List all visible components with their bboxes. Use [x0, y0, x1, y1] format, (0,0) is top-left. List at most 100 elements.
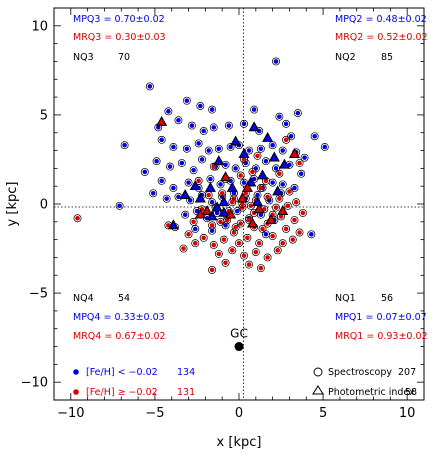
spectroscopy-point — [280, 148, 286, 153]
legend-photometric-label: Photometric index — [328, 387, 415, 398]
spectroscopy-point — [75, 215, 80, 221]
spectroscopy-point — [270, 142, 275, 148]
spectroscopy-point-ring — [310, 132, 319, 141]
spectroscopy-point — [171, 144, 176, 150]
legend-rich-count: 131 — [177, 387, 195, 398]
spectroscopy-point — [122, 142, 127, 148]
spectroscopy-point-ring — [272, 57, 280, 66]
spectroscopy-point-ring — [169, 143, 178, 151]
photometric-point — [268, 151, 280, 162]
spectroscopy-point — [229, 199, 235, 205]
photometric-point — [225, 208, 237, 219]
spectroscopy-point-ring — [231, 164, 240, 173]
legend-photometric-triangle — [312, 385, 324, 395]
spectroscopy-point — [283, 121, 289, 127]
spectroscopy-point — [211, 242, 217, 248]
photometric-point — [257, 169, 269, 180]
spectroscopy-point — [206, 148, 212, 153]
y-tick-label: 10 — [31, 19, 48, 34]
spectroscopy-point — [192, 226, 198, 232]
spectroscopy-point-ring — [263, 192, 272, 201]
spectroscopy-point-ring — [191, 239, 200, 248]
spectroscopy-point-ring — [164, 107, 173, 116]
spectroscopy-point — [206, 192, 212, 198]
spectroscopy-point-ring — [272, 203, 280, 212]
spectroscopy-point — [191, 167, 196, 173]
spectroscopy-point — [154, 158, 159, 164]
spectroscopy-point — [209, 267, 215, 273]
photometric-point — [211, 201, 223, 212]
spectroscopy-point — [224, 217, 230, 223]
legend-photometric-count: 58 — [405, 387, 417, 398]
spectroscopy-point-ring — [278, 180, 287, 189]
spectroscopy-point — [246, 262, 252, 267]
spectroscopy-point-ring — [162, 194, 171, 203]
spectroscopy-point — [270, 180, 275, 185]
spectroscopy-point-ring — [115, 201, 124, 210]
spectroscopy-point — [248, 203, 254, 209]
spectroscopy-point-ring — [307, 230, 316, 239]
spectroscopy-point-ring — [216, 217, 225, 226]
x-axis-title: x [kpc] — [217, 435, 262, 450]
spectroscopy-point — [216, 251, 222, 257]
mpq2-label: MPQ2 = 0.48±0.02 — [335, 14, 427, 25]
spectroscopy-point-ring — [174, 116, 183, 125]
x-tick-label: −5 — [145, 406, 164, 421]
spectroscopy-point-ring — [169, 184, 178, 192]
spectroscopy-point — [263, 231, 269, 237]
photometric-point — [265, 213, 277, 224]
spectroscopy-point-ring — [230, 228, 238, 237]
spectroscopy-point — [243, 191, 249, 196]
spectroscopy-point — [280, 240, 286, 246]
spectroscopy-point — [277, 114, 282, 119]
spectroscopy-point-ring — [196, 102, 205, 110]
spectroscopy-point — [238, 221, 243, 226]
spectroscopy-point-ring — [278, 239, 287, 248]
gc-marker — [234, 342, 244, 352]
spectroscopy-point-ring — [245, 146, 254, 155]
spectroscopy-point-ring — [285, 187, 294, 196]
mrq1-label: MRQ1 = 0.93±0.02 — [335, 331, 428, 342]
photometric-point — [241, 181, 253, 192]
spectroscopy-point-ring — [182, 96, 191, 105]
spectroscopy-point — [228, 144, 233, 150]
spectroscopy-point — [159, 137, 164, 143]
spectroscopy-point-ring — [218, 189, 227, 198]
spectroscopy-point-ring — [209, 241, 218, 249]
spectroscopy-point — [258, 265, 264, 271]
spectroscopy-point — [255, 153, 260, 159]
spectroscopy-point-ring — [288, 235, 297, 244]
spectroscopy-point — [231, 230, 237, 235]
spectroscopy-point — [293, 199, 299, 205]
spectroscopy-point — [312, 133, 317, 139]
spectroscopy-point-ring — [199, 233, 208, 242]
y-tick-label: 5 — [40, 108, 48, 123]
photometric-point — [246, 217, 258, 228]
spectroscopy-point-ring — [282, 135, 291, 144]
spectroscopy-point — [219, 191, 225, 196]
mrq2-label: MRQ2 = 0.52±0.02 — [335, 32, 428, 43]
photometric-point — [220, 171, 232, 182]
spectroscopy-point — [251, 176, 257, 182]
spectroscopy-point — [155, 125, 161, 130]
spectroscopy-point-ring — [140, 167, 149, 176]
spectroscopy-point-ring — [282, 224, 291, 233]
legend-spectroscopy-label: Spectroscopy — [328, 367, 392, 378]
spectroscopy-point — [238, 173, 243, 178]
spectroscopy-point — [245, 235, 250, 241]
nq1-label: NQ1 — [335, 293, 356, 304]
spectroscopy-point — [181, 246, 186, 251]
spectroscopy-point — [233, 166, 238, 171]
legend-poor-count: 134 — [177, 367, 195, 378]
spectroscopy-point-ring — [149, 189, 158, 198]
spectroscopy-point — [147, 84, 153, 89]
spectroscopy-point-ring — [204, 146, 213, 155]
nq4-label: NQ4 — [73, 293, 94, 304]
spectroscopy-point — [189, 123, 195, 128]
spectroscopy-point — [246, 217, 252, 223]
photometric-point — [179, 188, 191, 199]
spectroscopy-point — [292, 217, 297, 223]
spectroscopy-point — [251, 107, 257, 112]
spectroscopy-point — [298, 171, 304, 177]
spectroscopy-point-ring — [214, 144, 223, 153]
